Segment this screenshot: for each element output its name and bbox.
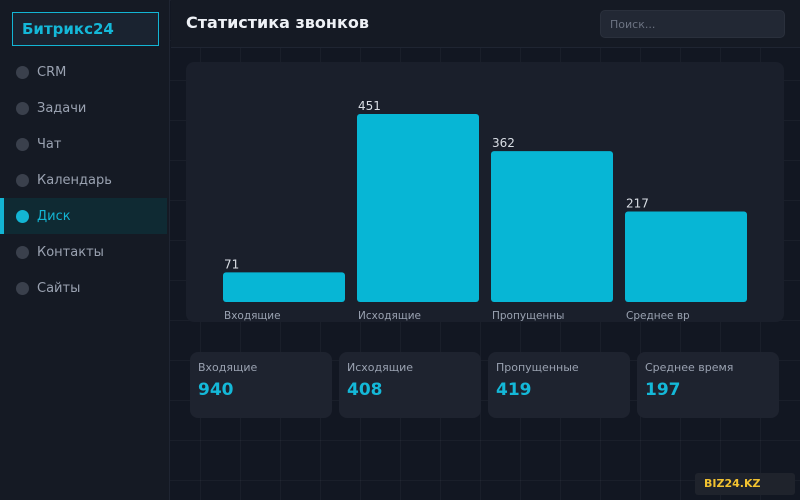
sidebar: Битрикс24 CRM Задачи Чат Календарь Диск …	[0, 0, 170, 500]
sidebar-item-disk[interactable]: Диск	[0, 198, 167, 234]
sidebar-item-label: Диск	[37, 208, 71, 224]
stat-label: Исходящие	[347, 361, 414, 374]
sidebar-nav: CRM Задачи Чат Календарь Диск Контакты С…	[0, 54, 170, 306]
chart-bar	[491, 151, 613, 302]
sidebar-item-calendar[interactable]: Календарь	[0, 162, 170, 198]
nav-dot-icon	[16, 209, 29, 223]
sidebar-item-label: Сайты	[37, 280, 81, 296]
stat-card-outgoing: Исходящие 408	[339, 352, 481, 418]
stat-label: Пропущенные	[496, 361, 579, 374]
bar-category-label: Исходящие	[358, 310, 421, 322]
sidebar-item-sites[interactable]: Сайты	[0, 270, 170, 306]
nav-dot-icon	[16, 173, 29, 187]
sidebar-item-label: Контакты	[37, 244, 104, 260]
chart-bar	[625, 211, 747, 302]
sidebar-item-label: Календарь	[37, 172, 112, 188]
call-stats-chart: 71 Входящие 451 Исходящие 362 Пропущенны 217 Ср…	[186, 62, 784, 322]
search-input[interactable]	[600, 10, 785, 38]
sidebar-item-contacts[interactable]: Контакты	[0, 234, 170, 270]
bar-category-label: Пропущенны	[492, 310, 564, 322]
sidebar-item-label: Задачи	[37, 100, 87, 116]
stat-label: Среднее время	[645, 361, 734, 374]
stat-value: 408	[347, 380, 383, 400]
chart-bar	[357, 114, 479, 302]
stat-value: 940	[198, 380, 234, 400]
sidebar-item-crm[interactable]: CRM	[0, 54, 170, 90]
bar-value-label: 451	[358, 99, 381, 113]
sidebar-item-chat[interactable]: Чат	[0, 126, 170, 162]
chart-bar	[223, 272, 345, 302]
sidebar-item-label: CRM	[37, 64, 67, 80]
bar-value-label: 362	[492, 136, 515, 150]
watermark-badge: BIZ24.KZ	[695, 473, 795, 495]
stat-card-missed: Пропущенные 419	[488, 352, 630, 418]
stat-label: Входящие	[198, 361, 258, 374]
stat-card-avg-time: Среднее время 197	[637, 352, 779, 418]
page-title: Статистика звонков	[186, 13, 369, 32]
top-bar: Статистика звонков	[171, 0, 800, 48]
nav-dot-icon	[16, 101, 29, 115]
bar-chart: 71 Входящие 451 Исходящие 362 Пропущенны 217 Ср…	[223, 99, 747, 322]
bar-value-label: 71	[224, 257, 239, 271]
nav-dot-icon	[16, 137, 29, 151]
nav-dot-icon	[16, 245, 29, 259]
sidebar-item-label: Чат	[37, 136, 62, 152]
nav-dot-icon	[16, 281, 29, 295]
bar-category-label: Входящие	[224, 310, 281, 322]
stat-value: 197	[645, 380, 681, 400]
bar-category-label: Среднее вр	[626, 310, 690, 322]
stat-value: 419	[496, 380, 532, 400]
nav-dot-icon	[16, 65, 29, 79]
app-logo[interactable]: Битрикс24	[12, 12, 159, 46]
sidebar-item-tasks[interactable]: Задачи	[0, 90, 170, 126]
stat-card-incoming: Входящие 940	[190, 352, 332, 418]
bar-value-label: 217	[626, 197, 649, 211]
